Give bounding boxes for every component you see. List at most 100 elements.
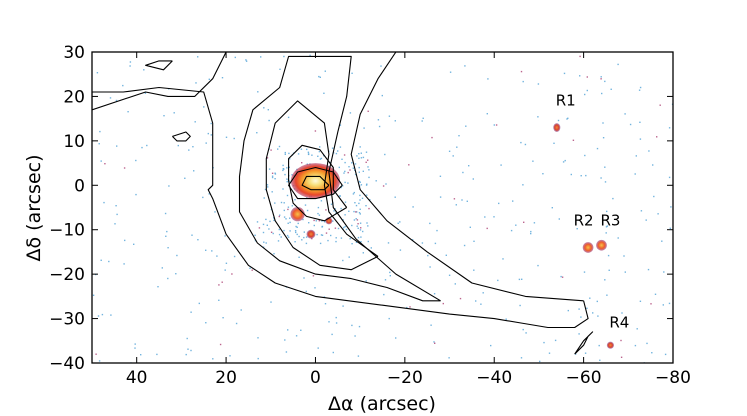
noise-pixel (525, 332, 527, 334)
noise-pixel (395, 337, 397, 339)
noise-pixel (367, 240, 369, 243)
noise-pixel (605, 226, 608, 228)
noise-pixel (520, 141, 522, 144)
noise-pixel (347, 171, 349, 174)
noise-pixel (394, 120, 396, 122)
noise-pixel (283, 229, 285, 232)
noise-pixel (368, 176, 370, 179)
contour-level-4-3 (288, 144, 348, 222)
noise-pixel (114, 223, 116, 225)
y-tick-label: −30 (49, 310, 85, 330)
noise-pixel (211, 250, 213, 252)
noise-pixel (305, 290, 307, 293)
noise-pixel (583, 271, 586, 273)
noise-pixel (332, 351, 334, 354)
noise-pixel (298, 256, 300, 258)
noise-pixel (365, 205, 367, 207)
noise-pixel (486, 113, 488, 115)
noise-pixel (592, 312, 594, 314)
noise-pixel (604, 166, 606, 168)
noise-pixel (358, 166, 360, 169)
noise-pixel (640, 210, 643, 212)
noise-pixel (352, 167, 354, 169)
noise-pixel (240, 309, 242, 311)
noise-pixel (606, 210, 608, 213)
noise-pixel (365, 184, 368, 186)
x-tick-label: −80 (655, 368, 691, 388)
noise-pixel (604, 279, 606, 281)
noise-pixel (533, 222, 536, 224)
contour-level-1-7 (145, 60, 173, 71)
noise-pixel (165, 235, 167, 237)
y-tick-label: 30 (63, 43, 85, 63)
annotation-layer: R1 R2 R3 R4 (556, 91, 630, 331)
noise-pixel (295, 335, 298, 337)
noise-pixel (434, 342, 436, 344)
noise-pixel (657, 213, 659, 215)
noise-pixel (283, 202, 285, 204)
contour-level-2-1 (238, 55, 441, 302)
noise-pixel (205, 322, 207, 324)
noise-pixel (324, 221, 326, 223)
noise-pixel (359, 194, 361, 197)
noise-pixel (645, 219, 647, 221)
noise-pixel (465, 125, 467, 127)
noise-pixel (278, 145, 281, 148)
noise-pixel (523, 221, 525, 223)
noise-pixel (562, 161, 565, 163)
noise-pixel (596, 300, 598, 303)
noise-pixel (135, 159, 137, 162)
noise-pixel (548, 352, 551, 354)
noise-pixel (265, 218, 267, 221)
noise-pixel (175, 273, 177, 275)
noise-pixel (354, 173, 357, 176)
noise-pixel (188, 149, 190, 151)
contour-level-1-6 (172, 131, 191, 142)
noise-pixel (104, 163, 106, 165)
noise-pixel (634, 344, 637, 347)
noise-pixel (621, 312, 623, 314)
noise-pixel (195, 82, 197, 84)
noise-pixel (108, 260, 110, 263)
noise-pixel (662, 304, 664, 306)
noise-pixel (453, 198, 456, 200)
noise-pixel (356, 225, 358, 227)
noise-pixel (198, 302, 200, 305)
noise-pixel (190, 311, 192, 313)
noise-pixel (567, 117, 569, 119)
noise-pixel (319, 242, 322, 245)
noise-pixel (359, 146, 361, 148)
noise-pixel (330, 234, 332, 237)
noise-pixel (202, 196, 204, 199)
noise-pixel (110, 314, 112, 316)
noise-pixel (543, 341, 545, 344)
noise-pixel (318, 220, 320, 222)
noise-pixel (321, 234, 324, 236)
x-tick-label: −20 (387, 368, 423, 388)
noise-pixel (351, 324, 353, 327)
noise-pixel (361, 197, 364, 199)
noise-pixel (359, 229, 362, 231)
noise-pixel (274, 173, 277, 175)
noise-pixel (327, 239, 329, 242)
noise-pixel (461, 199, 463, 201)
noise-pixel (634, 173, 636, 175)
contour-layer (92, 52, 594, 355)
noise-pixel (663, 271, 665, 273)
noise-pixel (101, 313, 104, 316)
noise-pixel (539, 360, 541, 363)
noise-pixel (271, 191, 273, 193)
noise-pixel (100, 259, 102, 261)
y-tick-label: 20 (63, 87, 85, 107)
noise-pixel (532, 160, 534, 162)
noise-pixel (458, 135, 460, 137)
noise-pixel (173, 112, 175, 114)
noise-pixel (274, 172, 276, 174)
noise-pixel (270, 231, 273, 233)
noise-pixel (156, 353, 158, 356)
noise-pixel (669, 227, 671, 229)
noise-pixel (554, 339, 557, 342)
noise-pixel (357, 236, 360, 239)
noise-pixel (563, 72, 566, 75)
noise-pixel (218, 299, 220, 301)
